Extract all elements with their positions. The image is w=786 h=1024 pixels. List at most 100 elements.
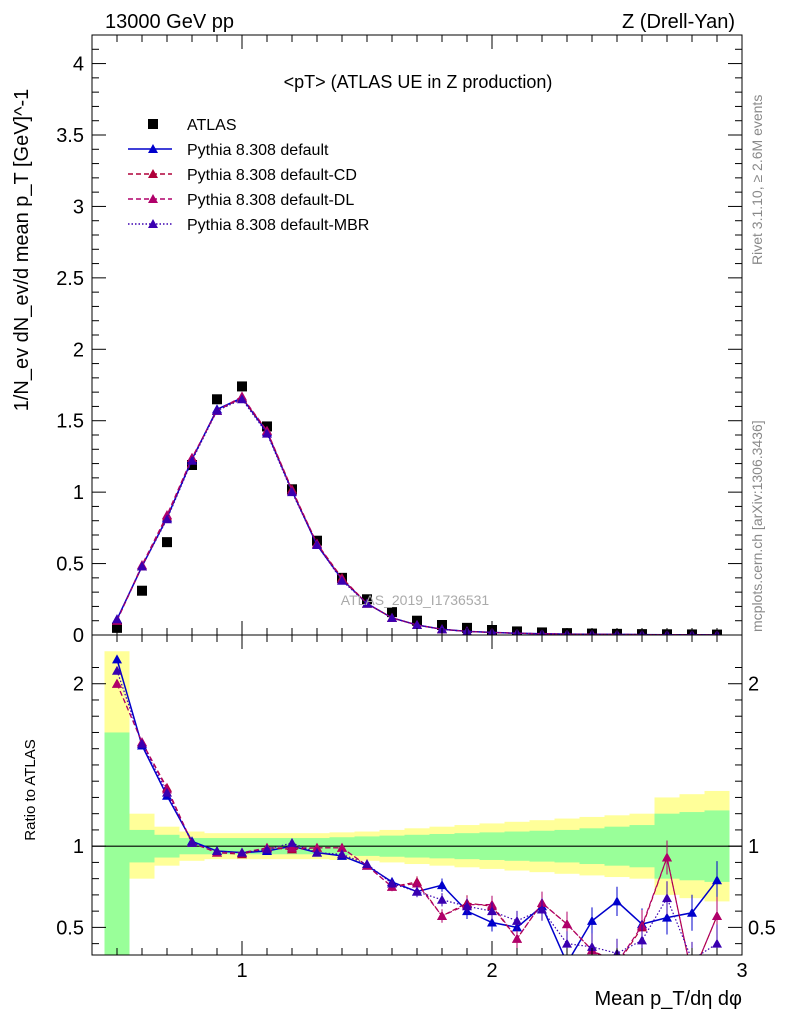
main-series-4-point bbox=[212, 405, 222, 415]
main-series-0-point bbox=[112, 622, 122, 633]
y-tick-label: 3 bbox=[73, 196, 84, 218]
ratio-y-tick-label: 1 bbox=[73, 836, 84, 858]
main-series-0-point bbox=[162, 537, 172, 548]
ratio-series-3-point bbox=[237, 847, 247, 857]
legend-marker-3 bbox=[148, 194, 158, 203]
ratio-frame bbox=[91, 634, 743, 956]
main-series-4-point bbox=[387, 612, 397, 622]
ratio-ylabel: Ratio to ATLAS bbox=[22, 739, 39, 840]
ratio-series-3-point bbox=[312, 847, 322, 857]
legend-marker-1 bbox=[148, 144, 158, 153]
ratio-series-3-point bbox=[262, 844, 272, 854]
ratio-y-tick-label: 2 bbox=[73, 674, 84, 696]
x-axis-label: Mean p_T/dη dφ bbox=[595, 988, 743, 1010]
legend-marker-4 bbox=[148, 219, 158, 228]
main-series-4-point bbox=[112, 614, 122, 624]
main-series-0-point bbox=[187, 460, 197, 470]
legend-label: Pythia 8.308 default-MBR bbox=[187, 217, 369, 234]
ratio-series-2-point bbox=[337, 842, 347, 852]
main-series-4-point bbox=[162, 514, 172, 524]
ratio-series-3-point bbox=[112, 665, 122, 675]
ratio-series-3-point bbox=[462, 901, 472, 911]
ratio-series-2-point bbox=[562, 919, 572, 929]
watermark: ATLAS_2019_I1736531 bbox=[341, 592, 490, 608]
y-tick-label: 2 bbox=[73, 339, 84, 361]
ratio-series-3-point bbox=[137, 738, 147, 748]
ratio-series-2-point bbox=[712, 911, 722, 921]
ratio-series-2-point bbox=[312, 842, 322, 852]
ratio-series-3-point bbox=[287, 837, 297, 847]
main-series-0-point bbox=[387, 607, 397, 618]
ratio-series-2-point bbox=[412, 878, 422, 888]
ratio-series-3-point bbox=[637, 935, 647, 945]
legend-marker-2 bbox=[148, 169, 158, 178]
main-series-4-point bbox=[312, 540, 322, 549]
ratio-series-3-point bbox=[712, 938, 722, 948]
main-ylabel: 1/N_ev dN_ev/d mean p_T [GeV]^-1 bbox=[11, 89, 33, 412]
ratio-series-3-point bbox=[187, 837, 197, 847]
ratio-series-3-point bbox=[437, 894, 447, 904]
ratio-series-3-point bbox=[212, 846, 222, 856]
main-series-0-point bbox=[212, 394, 222, 405]
x-tick-label: 3 bbox=[736, 960, 747, 982]
ratio-panel: 0.5 0.5 1 1 2 2 1 2 3 Ratio to ATLAS Mean p_T/dη… bbox=[22, 634, 776, 1010]
legend-label: Pythia 8.308 default-CD bbox=[187, 167, 357, 184]
ratio-series-3-point bbox=[691, 954, 693, 955]
ratio-y-tick-label-right: 0.5 bbox=[748, 917, 776, 939]
ratio-series-2-point bbox=[112, 678, 122, 688]
mcplots-label: mcplots.cern.ch [arXiv:1306.3436] bbox=[749, 420, 765, 632]
rivet-label: Rivet 3.1.10, ≥ 2.6M events bbox=[749, 95, 765, 265]
ratio-series-0-point bbox=[437, 880, 447, 890]
uncertainty-band-inner bbox=[104, 732, 130, 955]
ratio-y-tick-label-right: 2 bbox=[748, 674, 759, 696]
ratio-series-1-point bbox=[612, 960, 622, 969]
y-tick-label: 1.5 bbox=[56, 411, 84, 433]
ratio-series-2-point bbox=[612, 958, 622, 967]
main-series-4-point bbox=[262, 428, 272, 438]
ratio-series-0-line bbox=[116, 659, 718, 955]
main-series-4-point bbox=[287, 487, 297, 497]
ratio-series-3-point bbox=[387, 878, 397, 888]
legend: ATLAS Pythia 8.308 default Pythia 8.308 de… bbox=[128, 117, 369, 234]
x-tick-label: 1 bbox=[236, 960, 247, 982]
legend-marker-0 bbox=[148, 119, 158, 129]
header-left: 13000 GeV pp bbox=[105, 11, 234, 33]
ratio-series-1-point bbox=[687, 971, 697, 980]
main-series-4-point bbox=[137, 561, 147, 571]
main-series-4-point bbox=[337, 575, 347, 585]
header-right: Z (Drell-Yan) bbox=[622, 11, 735, 33]
ratio-y-tick-label-right: 1 bbox=[748, 836, 759, 858]
ratio-series-0-point bbox=[712, 875, 722, 885]
ratio-series-3-point bbox=[537, 904, 547, 914]
main-series-0-point bbox=[137, 585, 147, 596]
ratio-series-2-point bbox=[437, 911, 447, 921]
ratio-series-0-point bbox=[112, 654, 122, 664]
ratio-series-3-point bbox=[362, 859, 372, 869]
ratio-series-0-point bbox=[662, 912, 672, 922]
ratio-series-3-point bbox=[162, 787, 172, 797]
ratio-series-3-point bbox=[412, 886, 422, 896]
main-panel: 0 0.5 1 1.5 2 2.5 3 3.5 4 <pT> (ATLAS UE in Z pr… bbox=[11, 34, 743, 647]
ratio-series-0-point bbox=[612, 896, 622, 906]
ratio-series-0-point bbox=[587, 915, 597, 925]
ratio-series-2-point bbox=[687, 971, 697, 980]
y-tick-label: 3.5 bbox=[56, 125, 84, 147]
main-title: <pT> (ATLAS UE in Z production) bbox=[284, 72, 553, 92]
y-tick-label: 2.5 bbox=[56, 268, 84, 290]
ratio-series-3-point bbox=[487, 906, 497, 916]
legend-label: Pythia 8.308 default-DL bbox=[187, 192, 354, 209]
ratio-series-2-point bbox=[662, 852, 672, 862]
x-tick-label: 2 bbox=[486, 960, 497, 982]
y-tick-label: 0.5 bbox=[56, 554, 84, 576]
main-series-4-point bbox=[412, 620, 422, 629]
ratio-series-3-point bbox=[512, 915, 522, 925]
main-series-4-point bbox=[362, 598, 372, 608]
ratio-series-0-point bbox=[687, 907, 697, 917]
main-series-4-point bbox=[237, 394, 247, 404]
ratio-y-tick-label: 0.5 bbox=[56, 917, 84, 939]
main-series-0-point bbox=[237, 381, 247, 392]
ratio-series-2-point bbox=[287, 842, 297, 852]
ratio-series-3-point bbox=[662, 893, 672, 903]
ratio-series-2-point bbox=[512, 933, 522, 943]
ratio-series-3-point bbox=[587, 941, 597, 951]
